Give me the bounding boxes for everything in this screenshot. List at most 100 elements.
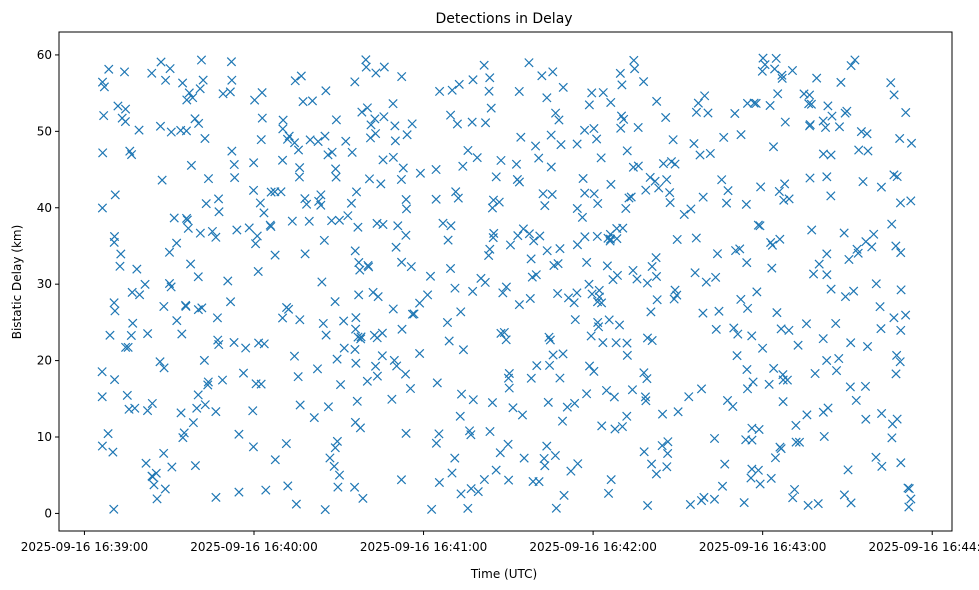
data-point	[109, 298, 119, 308]
data-point	[259, 339, 269, 349]
data-point	[249, 95, 260, 105]
data-point	[534, 153, 544, 163]
data-point	[335, 379, 346, 390]
data-point	[351, 312, 361, 323]
data-point	[617, 421, 628, 432]
data-point	[496, 155, 506, 166]
data-point	[290, 76, 300, 86]
data-point	[366, 120, 376, 130]
data-point	[742, 303, 753, 313]
data-point	[717, 481, 728, 491]
data-point	[141, 458, 151, 468]
data-point	[357, 107, 367, 117]
data-point	[525, 293, 535, 304]
data-point	[621, 203, 631, 214]
data-point	[487, 203, 498, 213]
data-point	[319, 235, 329, 245]
data-point	[753, 220, 763, 230]
data-point	[289, 138, 300, 148]
data-point	[503, 475, 514, 485]
data-point	[755, 479, 765, 489]
data-point	[518, 224, 529, 234]
data-point	[603, 488, 614, 498]
data-point	[157, 175, 167, 185]
data-point	[696, 384, 707, 394]
data-point	[252, 231, 262, 241]
data-point	[248, 442, 259, 452]
data-point	[645, 172, 655, 183]
data-point	[742, 98, 753, 108]
data-point	[679, 209, 689, 220]
data-point	[124, 404, 134, 414]
data-point	[826, 284, 836, 294]
data-point	[425, 271, 436, 281]
data-point	[551, 503, 561, 513]
data-point	[555, 244, 565, 254]
data-point	[670, 159, 680, 169]
data-point	[836, 77, 846, 88]
data-point	[149, 480, 159, 490]
data-point	[806, 99, 817, 109]
data-point	[539, 453, 549, 464]
data-point	[646, 307, 656, 317]
data-point	[895, 357, 905, 367]
data-point	[614, 320, 625, 330]
data-point	[514, 299, 525, 310]
data-point	[670, 285, 680, 295]
data-point	[188, 418, 199, 428]
data-point	[377, 351, 387, 361]
data-point	[629, 64, 640, 74]
data-point	[612, 233, 622, 244]
data-point	[765, 100, 775, 111]
data-point	[341, 136, 351, 146]
data-point	[164, 278, 175, 289]
data-point	[814, 259, 824, 269]
data-point	[535, 231, 545, 241]
data-point	[466, 484, 476, 494]
data-point	[390, 121, 400, 131]
data-point	[387, 394, 397, 404]
data-point	[596, 298, 607, 308]
data-point	[875, 302, 885, 312]
data-point	[846, 338, 856, 348]
data-point	[369, 330, 380, 340]
data-point	[511, 159, 522, 169]
data-point	[505, 240, 516, 250]
data-point	[388, 99, 398, 109]
data-point	[627, 385, 638, 395]
data-point	[766, 473, 776, 484]
data-point	[407, 119, 417, 129]
data-point	[633, 122, 643, 133]
data-point	[156, 57, 166, 67]
data-point	[639, 368, 649, 378]
data-point	[686, 204, 696, 214]
data-point	[642, 333, 653, 343]
data-point	[142, 405, 153, 416]
data-point	[591, 134, 602, 144]
data-point	[192, 403, 202, 413]
data-point	[778, 396, 788, 407]
data-point	[587, 289, 597, 299]
data-point	[450, 283, 460, 293]
data-point	[378, 155, 388, 165]
data-point	[703, 108, 713, 118]
data-point	[181, 126, 192, 136]
data-point	[132, 264, 142, 274]
data-point	[199, 355, 210, 366]
data-point	[479, 60, 489, 70]
data-point	[834, 353, 844, 364]
data-point	[516, 132, 526, 142]
data-point	[546, 130, 556, 140]
data-point	[813, 498, 823, 509]
data-point	[766, 237, 776, 248]
data-point	[769, 363, 779, 373]
data-point	[657, 409, 668, 419]
data-point	[211, 232, 221, 242]
data-point	[250, 239, 261, 249]
x-tick-label: 2025-09-16 16:43:00	[699, 540, 826, 554]
data-point	[577, 212, 588, 222]
data-point	[203, 380, 213, 390]
data-point	[555, 373, 565, 383]
data-point	[657, 440, 667, 451]
data-point	[869, 229, 879, 239]
